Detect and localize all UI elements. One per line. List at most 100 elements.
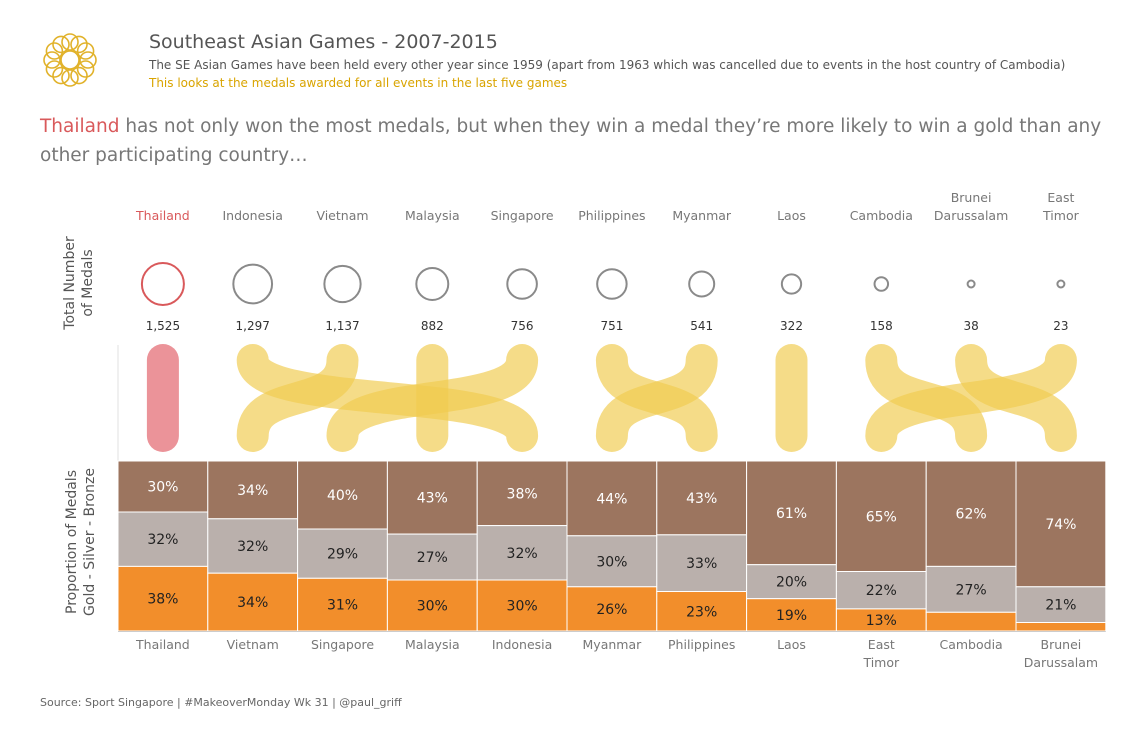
country-name-label: Cambodia <box>850 208 913 223</box>
logo-center-mark <box>60 50 80 70</box>
gold-bar-label: 13% <box>866 613 897 629</box>
bottom-axis-label-line: Gold - Silver - Bronze <box>82 468 98 616</box>
total-medals-value: 882 <box>421 319 444 333</box>
total-medals-circle <box>966 279 976 289</box>
bronze-bar <box>476 460 568 527</box>
country-name-label: East Timor <box>1042 190 1080 223</box>
silver-bar-label: 21% <box>1045 598 1076 614</box>
bar-category-label: Myanmar <box>583 637 643 652</box>
silver-bar <box>835 571 927 610</box>
country-name-label: Brunei Darussalam <box>934 190 1008 223</box>
bar-category-label: Vietnam <box>227 637 279 652</box>
bronze-bar-label: 38% <box>507 486 538 502</box>
bar-category-label: Indonesia <box>492 637 552 652</box>
bar-category-label: Thailand <box>135 637 190 652</box>
page-title: Southeast Asian Games - 2007-2015 <box>149 31 498 53</box>
bronze-bar-label: 44% <box>596 491 627 507</box>
silver-bar <box>1015 586 1107 623</box>
logo-ring-mark <box>45 42 64 60</box>
gold-bar-label: 30% <box>417 599 448 615</box>
bronze-bar-label: 65% <box>866 509 897 525</box>
country-name-line: East <box>1047 190 1074 205</box>
logo-ring-mark <box>45 60 64 78</box>
total-medals-circle <box>873 276 890 292</box>
sea-games-ring-logo-icon <box>43 33 97 87</box>
gold-bar <box>386 579 478 632</box>
total-medals-value: 751 <box>600 319 623 333</box>
country-name-label: Malaysia <box>405 208 460 223</box>
rank-connector <box>865 344 1077 452</box>
top-axis-label-line: Total Number <box>62 236 78 331</box>
silver-bar <box>207 518 299 574</box>
logo-ring-mark <box>70 66 88 85</box>
bar-category-label: Brunei Darussalam <box>1024 637 1098 670</box>
bar-category-line: Brunei <box>1041 637 1082 652</box>
bronze-bar <box>1015 460 1107 588</box>
bronze-bar-label: 34% <box>237 483 268 499</box>
gold-bar <box>297 577 388 632</box>
rank-connector <box>865 344 988 452</box>
silver-bar-label: 33% <box>686 556 717 572</box>
bar-category-label: Cambodia <box>939 637 1002 652</box>
total-medals-circle <box>506 268 538 300</box>
bar-category-label: East Timor <box>862 637 900 670</box>
rank-connector <box>955 344 1077 452</box>
logo-ring-mark <box>76 60 95 78</box>
silver-bar <box>925 565 1017 613</box>
country-name-line: Brunei <box>951 190 992 205</box>
logo-ring-mark <box>43 51 61 69</box>
total-medals-value: 1,297 <box>236 319 270 333</box>
silver-bar <box>386 533 478 581</box>
country-name-label: Singapore <box>491 208 554 223</box>
gold-bar-label: 30% <box>507 599 538 615</box>
total-medals-value: 1,137 <box>325 319 359 333</box>
bottom-axis-label-line: Proportion of Medals <box>64 470 80 614</box>
logo-ring-mark <box>61 69 79 87</box>
medals-chart: Total Number of Medals Proportion of Medal… <box>62 190 1107 670</box>
bronze-bar <box>117 460 209 513</box>
country-name-line: Darussalam <box>934 208 1008 223</box>
silver-bar-label: 32% <box>237 539 268 555</box>
gold-bar-label: 26% <box>596 602 627 618</box>
bronze-bar <box>297 460 388 530</box>
total-medals-value: 158 <box>870 319 893 333</box>
logo-ring-mark <box>61 33 79 51</box>
bar-category-line: East <box>868 637 895 652</box>
bronze-bar <box>835 460 927 572</box>
logo-ring-mark <box>79 51 97 69</box>
total-medals-value: 23 <box>1053 319 1068 333</box>
source-credit: Source: Sport Singapore | #MakeoverMonda… <box>40 696 402 709</box>
bar-category-label: Malaysia <box>405 637 460 652</box>
total-medals-circle <box>780 273 803 295</box>
silver-bar-label: 27% <box>417 550 448 566</box>
page-tagline: This looks at the medals awarded for all… <box>149 76 568 90</box>
rank-connector <box>595 344 718 452</box>
silver-bar <box>297 528 388 579</box>
total-medals-value: 38 <box>963 319 978 333</box>
rank-connector <box>236 344 539 452</box>
silver-bar <box>476 525 568 581</box>
total-medals-circle <box>596 268 628 300</box>
silver-bar-label: 20% <box>776 575 807 591</box>
bar-category-label: Singapore <box>311 637 374 652</box>
bottom-axis-label: Proportion of Medals Gold - Silver - Bron… <box>64 468 98 616</box>
silver-bar <box>656 534 748 593</box>
gold-bar <box>925 611 1017 632</box>
silver-bar-label: 30% <box>596 554 627 570</box>
total-medals-circle <box>1056 279 1066 289</box>
gold-bar-label: 31% <box>327 598 358 614</box>
country-name-label: Philippines <box>578 208 645 223</box>
country-name-label: Thailand <box>135 208 190 223</box>
headline-text: has not only won the most medals, but wh… <box>40 116 1102 166</box>
bar-category-line: Timor <box>862 655 900 670</box>
total-medals-value: 541 <box>690 319 713 333</box>
page-subtitle: The SE Asian Games have been held every … <box>149 58 1066 72</box>
gold-bar-label: 23% <box>686 604 717 620</box>
bronze-bar-label: 40% <box>327 488 358 504</box>
gold-bar <box>566 586 658 632</box>
headline: Thailand has not only won the most medal… <box>40 112 1110 170</box>
bronze-bar-label: 61% <box>776 506 807 522</box>
logo-ring-mark <box>76 42 95 60</box>
bronze-bar-label: 62% <box>956 507 987 523</box>
logo-ring-mark <box>52 66 70 85</box>
